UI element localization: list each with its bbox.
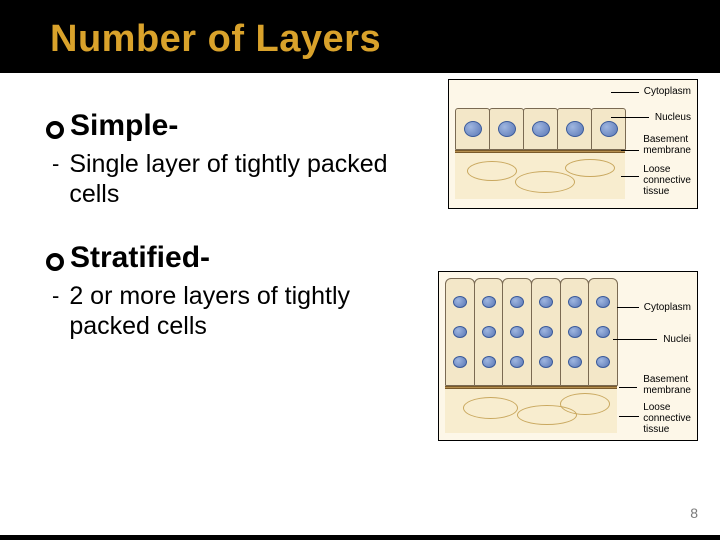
label-loose-ct: Loose connective tissue [643,402,691,435]
sub-text: Single layer of tightly packed cells [69,149,409,209]
label-cytoplasm: Cytoplasm [644,86,691,97]
dash-icon: - [52,149,59,179]
content-area: Simple- - Single layer of tightly packed… [0,73,720,535]
stratified-cell-columns [445,278,617,386]
connective-tissue [445,389,617,433]
label-basement-membrane: Basement membrane [643,134,691,156]
simple-cell-row [455,108,625,150]
bullet-donut-icon [46,253,64,271]
page-number: 8 [690,505,698,521]
sub-text: 2 or more layers of tightly packed cells [69,281,409,341]
dash-icon: - [52,281,59,311]
slide-title: Number of Layers [50,18,720,61]
bullet-heading: Simple- [70,109,178,143]
label-nucleus: Nucleus [655,112,691,123]
bullet-donut-icon [46,121,64,139]
label-cytoplasm: Cytoplasm [644,302,691,313]
label-loose-ct: Loose connective tissue [643,164,691,197]
bullet-stratified: Stratified- [46,241,674,275]
bullet-heading: Stratified- [70,241,210,275]
diagram-stratified-epithelium: Cytoplasm Nuclei Basement membrane Loose… [438,271,698,441]
diagram-simple-epithelium: Cytoplasm Nucleus Basement membrane Loos… [448,79,698,209]
connective-tissue [455,153,625,199]
label-nuclei: Nuclei [663,334,691,345]
label-basement-membrane: Basement membrane [643,374,691,396]
